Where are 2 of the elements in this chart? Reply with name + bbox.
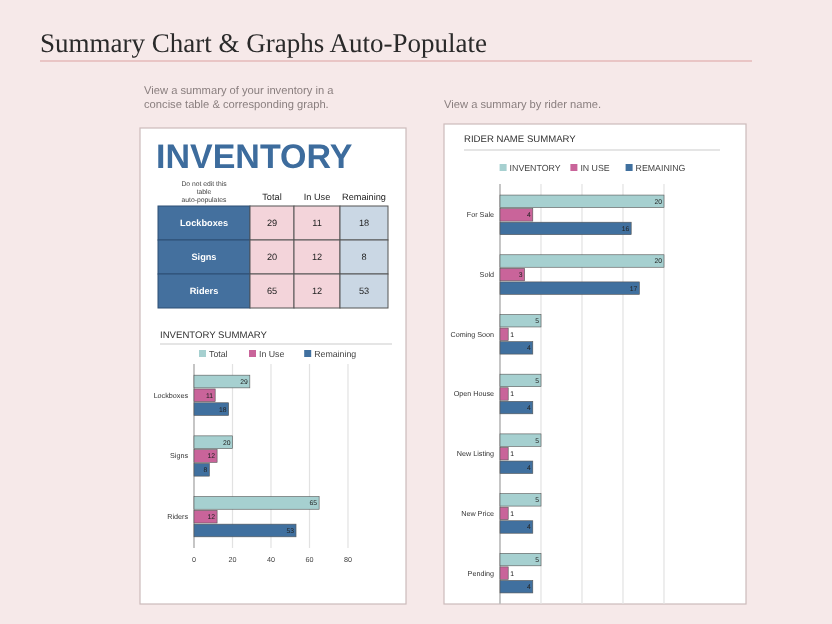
text: Summary Chart & Graphs Auto-Populate bbox=[40, 28, 487, 58]
chart-title: INVENTORY bbox=[156, 138, 354, 176]
